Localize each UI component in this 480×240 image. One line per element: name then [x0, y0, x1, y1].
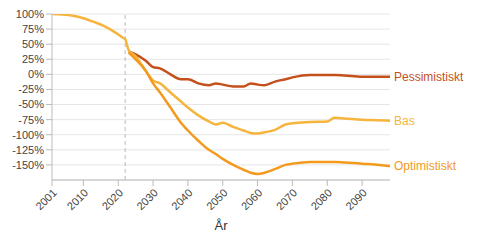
svg-text:Optimistiskt: Optimistiskt [394, 159, 457, 173]
svg-text:2050: 2050 [204, 186, 230, 212]
svg-text:-100%: -100% [12, 129, 44, 141]
svg-text:År: År [215, 218, 229, 232]
svg-text:Pessimistiskt: Pessimistiskt [394, 70, 464, 84]
svg-text:25%: 25% [22, 53, 44, 65]
svg-text:2030: 2030 [134, 186, 160, 212]
svg-text:-50%: -50% [18, 98, 44, 110]
svg-text:2070: 2070 [274, 186, 300, 212]
svg-text:2060: 2060 [239, 186, 265, 212]
svg-text:2090: 2090 [343, 186, 369, 212]
svg-text:Bas: Bas [394, 114, 415, 128]
svg-text:2010: 2010 [64, 186, 90, 212]
svg-text:2080: 2080 [308, 186, 334, 212]
svg-text:50%: 50% [22, 38, 44, 50]
svg-text:0%: 0% [28, 68, 44, 80]
svg-text:2020: 2020 [99, 186, 125, 212]
svg-text:-25%: -25% [18, 83, 44, 95]
svg-text:2001: 2001 [33, 186, 59, 212]
svg-text:75%: 75% [22, 23, 44, 35]
svg-text:-125%: -125% [12, 144, 44, 156]
svg-text:100%: 100% [16, 8, 44, 20]
svg-text:2040: 2040 [169, 186, 195, 212]
svg-text:-150%: -150% [12, 159, 44, 171]
svg-text:-75%: -75% [18, 114, 44, 126]
